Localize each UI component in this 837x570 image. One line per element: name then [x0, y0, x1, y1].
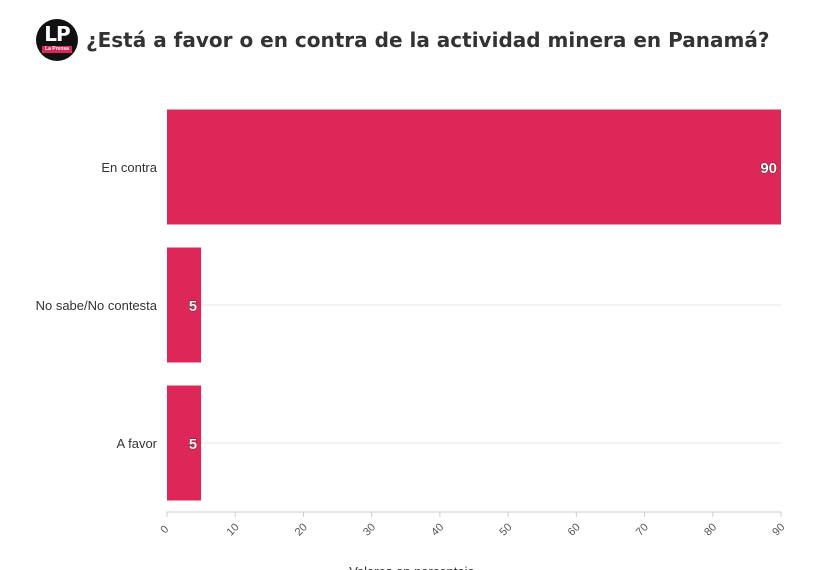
x-tick-label: 10 — [225, 521, 242, 538]
data-label: 5 — [189, 298, 197, 315]
category-label: No sabe/No contesta — [36, 298, 158, 313]
bar — [167, 385, 202, 501]
x-tick-label: 40 — [429, 521, 446, 538]
x-tick-label: 50 — [497, 521, 514, 538]
data-label: 5 — [189, 436, 197, 453]
logo-text: LP — [44, 22, 70, 46]
la-prensa-logo: LP La Prensa — [36, 19, 78, 61]
x-tick-label: 0 — [158, 523, 171, 536]
x-axis-title: Valores en porcentaje — [349, 564, 475, 570]
x-tick-label: 60 — [566, 521, 583, 538]
x-tick-label: 90 — [770, 521, 787, 538]
data-label: 90 — [760, 160, 777, 177]
x-tick-label: 80 — [702, 521, 719, 538]
x-tick-label: 70 — [634, 521, 651, 538]
bar — [167, 247, 202, 363]
chart-title: ¿Está a favor o en contra de la activida… — [86, 28, 770, 52]
x-tick-label: 30 — [361, 521, 378, 538]
chart-header: LP La Prensa ¿Está a favor o en contra d… — [36, 18, 769, 62]
logo-subtext: La Prensa — [42, 46, 72, 53]
bar — [167, 109, 781, 225]
category-label: A favor — [117, 436, 158, 451]
category-label: En contra — [101, 160, 157, 175]
x-tick-label: 20 — [293, 521, 310, 538]
